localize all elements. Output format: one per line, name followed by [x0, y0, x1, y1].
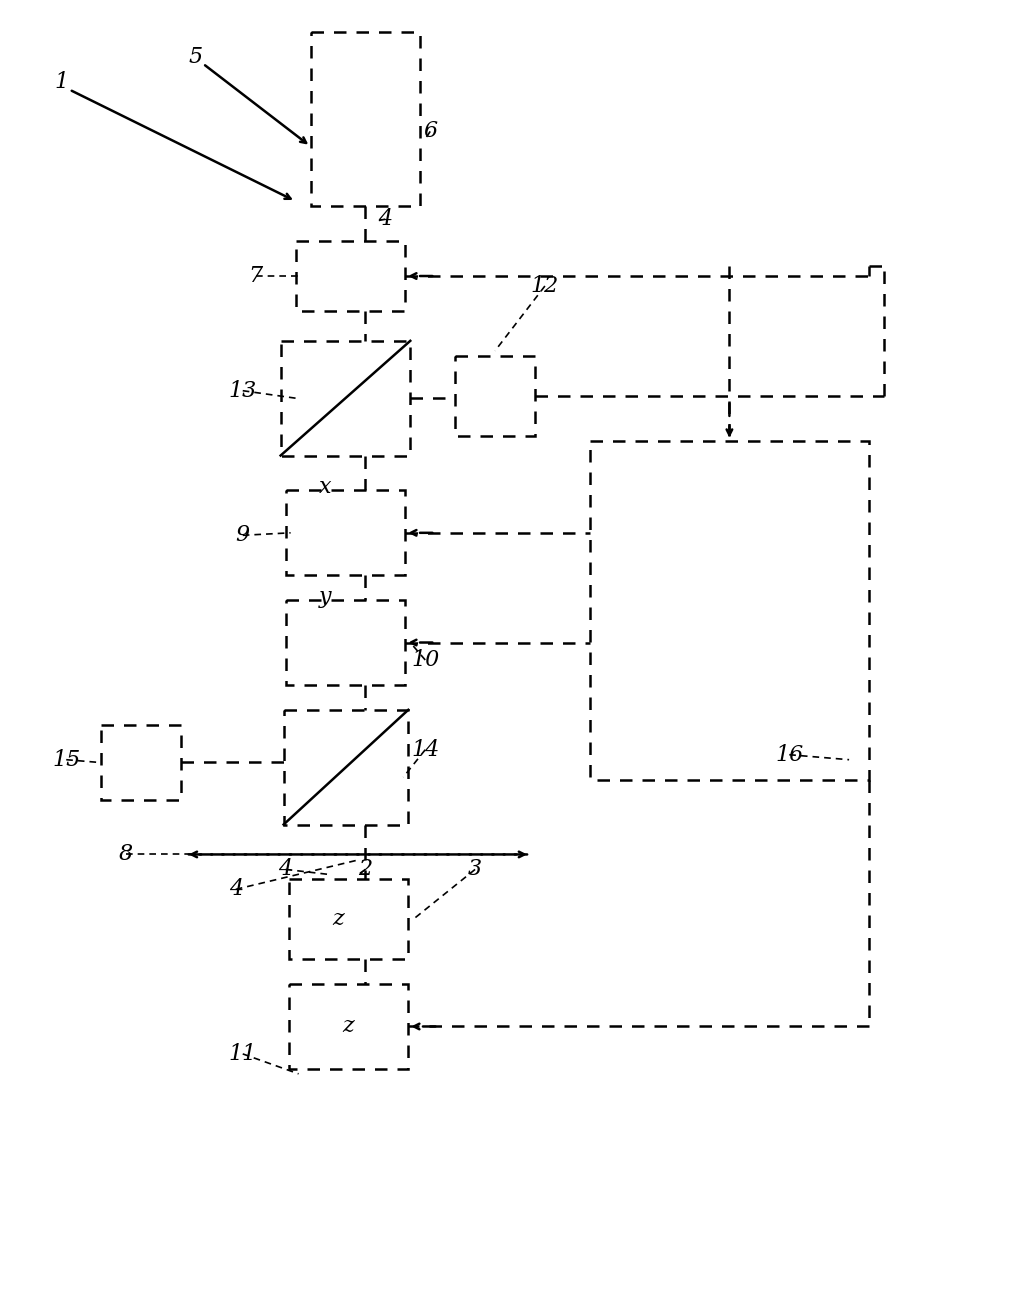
Bar: [590, 441, 869, 780]
Bar: [456, 356, 535, 436]
Text: x: x: [319, 476, 331, 498]
Bar: [102, 725, 181, 800]
Text: 1: 1: [54, 70, 69, 92]
Bar: [295, 240, 405, 311]
Text: 4: 4: [379, 208, 392, 230]
Text: 7: 7: [248, 265, 263, 287]
Text: z: z: [343, 1015, 354, 1037]
Bar: [288, 879, 408, 959]
Text: 4: 4: [278, 858, 292, 880]
Text: 3: 3: [468, 858, 482, 880]
Bar: [283, 710, 408, 824]
Text: 5: 5: [189, 46, 203, 68]
Text: z: z: [332, 909, 345, 931]
Text: 15: 15: [52, 749, 80, 771]
Text: 12: 12: [530, 276, 559, 296]
Text: 4: 4: [229, 879, 243, 901]
Bar: [285, 490, 405, 575]
Text: y: y: [319, 586, 331, 608]
Text: 11: 11: [229, 1043, 256, 1065]
Text: 14: 14: [411, 738, 439, 760]
Text: 9: 9: [236, 524, 249, 546]
Bar: [285, 601, 405, 685]
Text: 13: 13: [229, 380, 256, 402]
Text: 2: 2: [358, 858, 372, 880]
Bar: [288, 984, 408, 1069]
Text: 16: 16: [775, 744, 803, 766]
Bar: [311, 31, 421, 207]
Text: 8: 8: [119, 844, 133, 866]
Text: 10: 10: [411, 649, 439, 671]
Text: 6: 6: [423, 121, 437, 143]
Bar: [281, 341, 410, 455]
